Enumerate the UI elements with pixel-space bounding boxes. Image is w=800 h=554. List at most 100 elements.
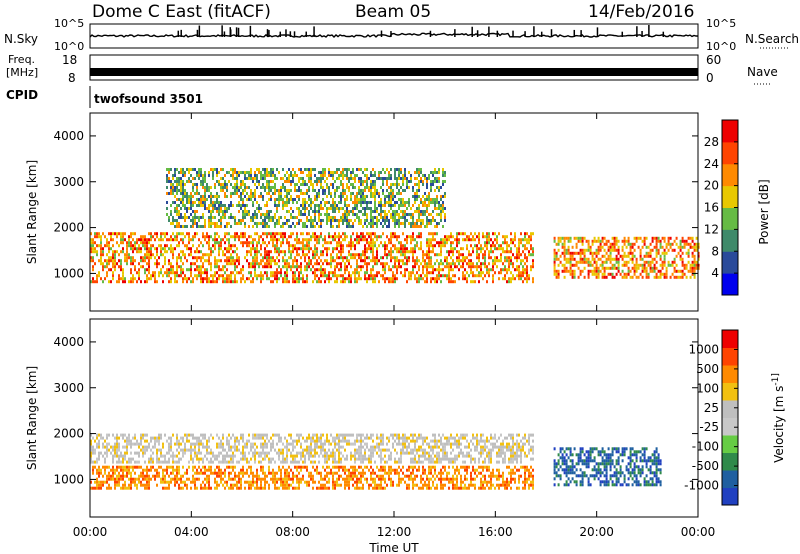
power-echo-cell: [424, 204, 426, 207]
power-echo-cell: [364, 244, 366, 248]
power-echo-cell: [314, 268, 316, 272]
power-echo-cell: [220, 274, 222, 278]
power-echo-cell: [348, 180, 350, 183]
power-echo-cell: [280, 198, 282, 201]
power-echo-cell: [168, 192, 170, 195]
power-echo-cell: [504, 238, 506, 242]
power-echo-cell: [244, 183, 246, 186]
power-echo-cell: [274, 225, 276, 228]
power-ytick-label: 1000: [53, 266, 84, 280]
velocity-echo-cell: [242, 465, 244, 469]
power-echo-cell: [240, 232, 242, 236]
velocity-echo-cell: [324, 468, 326, 472]
power-echo-cell: [204, 253, 206, 257]
power-echo-cell: [256, 262, 258, 266]
velocity-echo-cell: [310, 471, 312, 475]
velocity-echo-cell: [286, 474, 288, 478]
power-echo-cell: [350, 253, 352, 257]
power-echo-cell: [677, 269, 680, 273]
power-echo-cell: [330, 195, 332, 198]
power-echo-cell: [398, 259, 400, 263]
velocity-echo-cell: [382, 468, 384, 472]
power-echo-cell: [240, 180, 242, 183]
velocity-echo-cell: [418, 486, 420, 490]
power-echo-cell: [524, 244, 526, 248]
power-echo-cell: [202, 253, 204, 257]
power-echo-cell: [462, 253, 464, 257]
power-echo-cell: [302, 213, 304, 216]
power-echo-cell: [316, 259, 318, 263]
power-echo-cell: [561, 251, 564, 255]
power-echo-cell: [154, 256, 156, 260]
power-echo-cell: [284, 280, 286, 284]
power-echo-cell: [424, 265, 426, 269]
power-echo-cell: [394, 262, 396, 266]
power-echo-cell: [372, 250, 374, 254]
power-echo-cell: [286, 274, 288, 278]
power-echo-cell: [553, 251, 556, 255]
power-echo-cell: [388, 198, 390, 201]
power-echo-cell: [378, 235, 380, 239]
power-echo-cell: [208, 277, 210, 281]
power-echo-cell: [356, 216, 358, 219]
velocity-echo-cell: [220, 468, 222, 472]
power-echo-cell: [384, 171, 386, 174]
power-echo-cell: [156, 250, 158, 254]
velocity-echo-cell: [176, 465, 178, 469]
velocity-echo-cell: [356, 468, 358, 472]
velocity-echo-cell: [146, 483, 148, 487]
power-echo-cell: [110, 280, 112, 284]
velocity-echo-cell: [118, 480, 120, 484]
power-echo-cell: [362, 198, 364, 201]
power-echo-cell: [350, 171, 352, 174]
power-echo-cell: [374, 201, 376, 204]
velocity-echo-cell: [240, 477, 242, 481]
velocity-echo-cell: [176, 468, 178, 472]
power-echo-cell: [595, 251, 598, 255]
velocity-echo-cell: [128, 468, 130, 472]
velocity-echo-cell: [130, 471, 132, 475]
frequency-panel: Freq. [MHz] 18 8 60 0 Nave: [6, 53, 778, 85]
power-echo-cell: [617, 239, 620, 243]
power-echo-cell: [220, 259, 222, 263]
power-echo-cell: [272, 256, 274, 260]
power-echo-cell: [312, 232, 314, 236]
power-echo-cell: [422, 180, 424, 183]
power-echo-cell: [679, 239, 682, 243]
power-echo-cell: [639, 248, 642, 252]
power-echo-cell: [196, 265, 198, 269]
power-echo-cell: [526, 259, 528, 263]
power-echo-cell: [360, 277, 362, 281]
power-echo-cell: [134, 277, 136, 281]
power-echo-cell: [250, 177, 252, 180]
power-echo-cell: [190, 219, 192, 222]
power-echo-cell: [190, 168, 192, 171]
power-echo-cell: [563, 257, 566, 261]
power-echo-cell: [362, 171, 364, 174]
power-echo-cell: [236, 256, 238, 260]
power-echo-cell: [180, 201, 182, 204]
power-echo-cell: [486, 244, 488, 248]
power-echo-cell: [468, 238, 470, 242]
power-echo-cell: [376, 177, 378, 180]
velocity-echo-cell: [412, 483, 414, 487]
power-echo-cell: [288, 180, 290, 183]
power-echo-cell: [112, 277, 114, 281]
power-echo-cell: [230, 247, 232, 251]
power-echo-cell: [470, 244, 472, 248]
power-echo-cell: [178, 225, 180, 228]
power-echo-cell: [617, 269, 620, 273]
power-echo-cell: [248, 244, 250, 248]
power-echo-cell: [418, 213, 420, 216]
power-echo-cell: [214, 222, 216, 225]
velocity-echo-cell: [296, 474, 298, 478]
velocity-echo-cell: [346, 480, 348, 484]
power-echo-cell: [326, 213, 328, 216]
power-echo-cell: [180, 225, 182, 228]
power-echo-cell: [675, 263, 678, 267]
power-echo-cell: [366, 247, 368, 251]
power-echo-cell: [528, 241, 530, 245]
velocity-echo-cell: [280, 477, 282, 481]
power-echo-cell: [695, 242, 698, 246]
power-echo-cell: [346, 204, 348, 207]
